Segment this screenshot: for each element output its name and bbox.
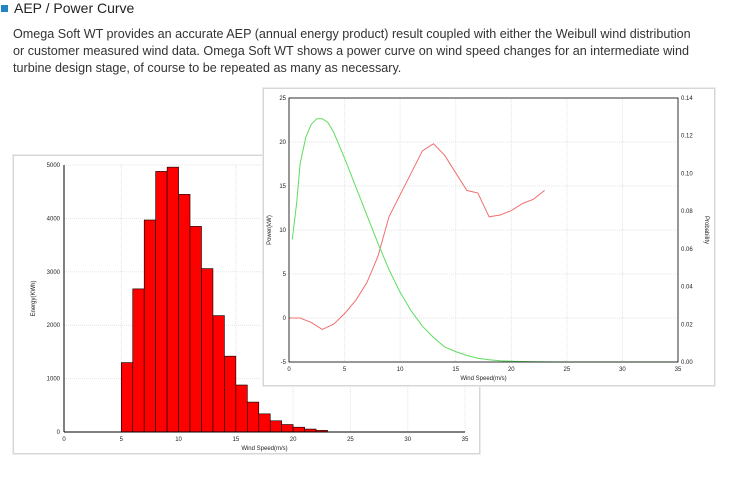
x-tick-label: 20: [508, 367, 515, 373]
x-tick-label: 10: [397, 367, 404, 373]
y-tick-label: 1000: [47, 377, 61, 383]
y2-axis-label: Probability: [703, 216, 709, 244]
histogram-bar: [269, 420, 282, 433]
y-axis-label: Power(kW): [267, 215, 273, 245]
histogram-bar: [235, 384, 248, 433]
histogram-bar: [201, 268, 214, 433]
y2-tick-label: 0.08: [681, 209, 693, 215]
y-tick-label: 0: [57, 430, 61, 436]
y-tick-label: 20: [279, 140, 286, 146]
y2-tick-label: 0.04: [681, 285, 693, 291]
power-curve-chart: -5 0 5 10 15 20 25 0.00 0.02 0.04 0.06 0.08 0.10 0.12…: [263, 88, 715, 386]
y-tick-label: 0: [283, 316, 287, 322]
y-tick-label: 4000: [47, 216, 61, 222]
y-tick-label: 5: [283, 272, 287, 278]
histogram-bar: [281, 424, 294, 433]
y2-tick-label: 0.12: [681, 134, 693, 140]
y2-tick-label: 0.02: [681, 322, 693, 328]
probability-line: [291, 118, 678, 363]
histogram-bar: [120, 362, 134, 433]
x-tick-label: 20: [290, 437, 297, 443]
x-tick-label: 15: [233, 437, 240, 443]
x-tick-label: 5: [343, 367, 347, 373]
section-heading: AEP / Power Curve: [0, 0, 134, 16]
y-tick-label: 15: [279, 184, 286, 190]
x-tick-label: 35: [675, 367, 682, 373]
x-tick-label: 15: [452, 367, 459, 373]
x-tick-label: 30: [404, 437, 411, 443]
x-tick-label: 5: [120, 437, 124, 443]
histogram-bar: [212, 315, 225, 433]
power-line: [289, 143, 545, 330]
plot-frame: [288, 97, 679, 363]
histogram-bar: [189, 226, 202, 433]
y-tick-label: 5000: [47, 163, 61, 169]
y2-tick-label: 0.00: [681, 360, 693, 366]
y-tick-label: 2000: [47, 323, 61, 329]
histogram-bar: [224, 355, 237, 433]
histogram-bar: [178, 194, 191, 433]
bullet-icon: [1, 4, 8, 12]
histogram-bar: [143, 219, 156, 433]
x-tick-label: 25: [564, 367, 571, 373]
x-tick-label: 0: [287, 367, 291, 373]
histogram-bar: [247, 401, 260, 433]
y2-tick-label: 0.14: [681, 96, 693, 102]
y2-tick-label: 0.06: [681, 247, 693, 253]
page-title: AEP / Power Curve: [14, 0, 135, 16]
description-line-3: turbine design stage, of course to be re…: [13, 61, 402, 75]
histogram-bar: [155, 171, 168, 433]
description: Omega Soft WT provides an accurate AEP (…: [13, 26, 738, 77]
x-tick-label: 10: [175, 437, 182, 443]
y-tick-label: 3000: [47, 270, 61, 276]
y-axis-label: Energy(KWh): [31, 280, 37, 316]
x-tick-label: 35: [462, 437, 469, 443]
histogram-bar: [132, 288, 145, 433]
y2-tick-label: 0.10: [681, 171, 693, 177]
x-tick-label: 0: [62, 437, 66, 443]
histogram-bar: [258, 413, 271, 433]
y-tick-label: -5: [281, 360, 287, 366]
histogram-bar: [292, 426, 305, 433]
y-tick-label: 25: [279, 96, 286, 102]
y-tick-label: 10: [279, 228, 286, 234]
description-line-1: Omega Soft WT provides an accurate AEP (…: [13, 27, 691, 41]
description-line-2: or customer measured wind data. Omega So…: [13, 44, 689, 58]
x-axis-label: Wind Speed(m/s): [241, 446, 287, 452]
power-curve-svg: -505101520250.000.020.040.060.080.100.12…: [267, 96, 709, 382]
x-axis-label: Wind Speed(m/s): [460, 376, 506, 382]
histogram-bar: [166, 166, 179, 433]
x-tick-label: 25: [347, 437, 354, 443]
x-tick-label: 30: [619, 367, 626, 373]
